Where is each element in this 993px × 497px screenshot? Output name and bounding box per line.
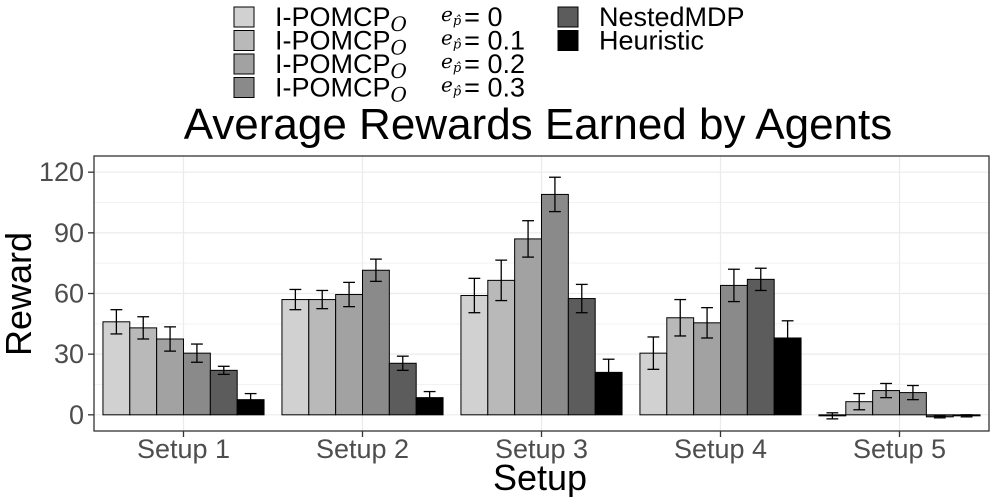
legend-param-value: = 0.3 xyxy=(464,73,525,103)
error-bar xyxy=(396,355,409,371)
legend-key xyxy=(233,53,255,75)
bar xyxy=(720,284,748,416)
legend-param: e xyxy=(441,2,453,26)
bar xyxy=(594,371,623,416)
legend-key xyxy=(233,6,255,28)
x-axis-title: Setup xyxy=(493,457,587,497)
legend-key xyxy=(557,6,579,28)
plot-panel xyxy=(93,155,990,432)
legend-label: NestedMDP xyxy=(599,2,745,32)
bar xyxy=(746,278,775,416)
x-tick-label: Setup 1 xyxy=(137,434,230,464)
legend-label: Heuristic xyxy=(599,26,704,56)
legend-key xyxy=(233,77,255,98)
y-tick-label: 120 xyxy=(39,157,84,187)
chart-title: Average Rewards Earned by Agents xyxy=(184,100,893,149)
error-bar xyxy=(522,220,534,258)
legend-label: I-POMCP xyxy=(275,2,391,32)
error-bar xyxy=(880,382,892,399)
bar xyxy=(335,294,363,416)
error-bar xyxy=(423,390,436,405)
legend-param-value: = 0.2 xyxy=(464,49,525,79)
error-bar xyxy=(575,283,588,314)
error-bar xyxy=(495,259,508,302)
legend-param: e xyxy=(441,49,453,73)
legend-label-subscript: O xyxy=(391,59,407,83)
bar xyxy=(102,321,131,416)
legend-label-subscript: O xyxy=(391,12,407,36)
bar xyxy=(514,238,543,416)
error-bar xyxy=(244,392,257,407)
error-bar xyxy=(933,415,946,419)
error-bar xyxy=(110,309,123,335)
error-bar xyxy=(728,268,740,303)
error-bar xyxy=(191,343,203,363)
error-bar xyxy=(826,412,839,420)
legend-param-subscript: p̂ xyxy=(453,61,462,76)
error-bar xyxy=(468,277,481,314)
bar xyxy=(460,295,489,416)
y-tick-label: 0 xyxy=(69,400,84,430)
bar xyxy=(183,352,211,416)
legend-param-value: = 0.1 xyxy=(464,26,525,56)
error-bar xyxy=(960,414,973,418)
bar xyxy=(362,269,390,416)
bar xyxy=(541,193,569,416)
bar xyxy=(487,279,516,416)
y-tick-label: 30 xyxy=(54,339,84,369)
x-tick-label: Setup 3 xyxy=(495,434,588,464)
bar xyxy=(129,327,158,416)
legend-param-subscript: p̂ xyxy=(453,85,462,100)
x-tick-label: Setup 5 xyxy=(853,434,946,464)
legend-item: NestedMDP xyxy=(557,2,745,32)
error-bar xyxy=(674,298,687,337)
legend-item: Heuristic xyxy=(557,26,704,56)
error-bar xyxy=(647,336,660,370)
bar xyxy=(388,362,417,416)
error-bar xyxy=(602,358,615,387)
y-tick-label: 90 xyxy=(54,218,84,248)
bar xyxy=(209,369,238,416)
x-tick-label: Setup 2 xyxy=(316,434,409,464)
legend-param: e xyxy=(441,73,453,97)
x-axis-ticks: Setup 1 Setup 2 Setup 3 Setup 4 Setup 5 xyxy=(137,431,946,464)
x-tick-label: Setup 4 xyxy=(674,434,767,464)
legend-label: I-POMCP xyxy=(275,73,391,103)
error-bar xyxy=(907,384,919,401)
error-bar xyxy=(343,281,355,308)
error-bar xyxy=(370,258,382,283)
legend-param-subscript: p̂ xyxy=(453,14,462,29)
legend-param-value: = 0 xyxy=(464,2,502,32)
error-bar xyxy=(781,320,794,356)
legend-key xyxy=(557,30,579,51)
error-bar xyxy=(316,289,329,310)
y-tick-label: 60 xyxy=(54,279,84,309)
legend-label-subscript: O xyxy=(391,36,407,60)
error-bar xyxy=(137,316,150,340)
y-axis-ticks: 0 30 60 90 120 xyxy=(39,157,94,430)
y-axis-title: Reward xyxy=(0,232,39,356)
error-bar xyxy=(289,288,302,311)
legend-param-subscript: p̂ xyxy=(453,38,462,53)
bar xyxy=(281,299,310,416)
legend-param: e xyxy=(441,26,453,50)
legend-label: I-POMCP xyxy=(275,49,391,79)
error-bar xyxy=(701,307,713,339)
legend-key xyxy=(233,30,255,51)
error-bar xyxy=(164,326,176,352)
error-bar xyxy=(549,176,561,213)
error-bar xyxy=(754,267,767,292)
error-bar xyxy=(853,392,866,411)
legend-label: I-POMCP xyxy=(275,26,391,56)
error-bar xyxy=(217,365,230,376)
bar xyxy=(308,299,337,416)
bar xyxy=(567,298,596,416)
legend-label-subscript: O xyxy=(391,83,407,107)
